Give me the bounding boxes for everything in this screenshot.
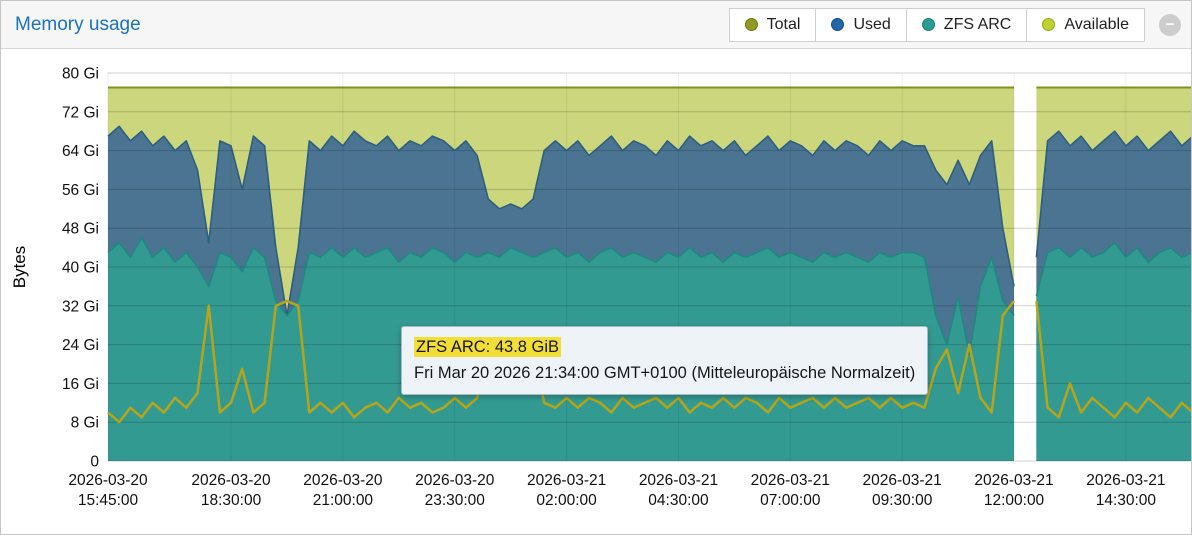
legend-item-available[interactable]: Available: [1026, 7, 1145, 42]
y-axis-tick-label: 40 Gi: [62, 260, 99, 277]
tooltip-series-value: ZFS ARC: 43.8 GiB: [414, 337, 562, 357]
legend-dot-used: [831, 18, 845, 31]
series-lines: [107, 86, 1191, 424]
legend-item-zfs-arc[interactable]: ZFS ARC: [905, 7, 1028, 42]
series-available-line: [1035, 300, 1191, 419]
collapse-panel-button[interactable]: −: [1159, 13, 1181, 36]
y-axis-tick-label: 16 Gi: [62, 376, 99, 393]
series-zfs-arc-line: [1035, 242, 1191, 297]
panel-header: Memory usage Total Used ZFS ARC Available −: [1, 1, 1191, 49]
legend-item-used[interactable]: Used: [815, 7, 907, 42]
x-axis-tick-label: 2026-03-21 04:30:00: [639, 472, 718, 509]
y-axis-tick-label: 80 Gi: [62, 66, 99, 83]
memory-usage-chart[interactable]: 80 Gi 72 Gi 64 Gi 56 Gi 48 Gi 40 Gi 32 Gi 24 Gi…: [1, 49, 1192, 535]
y-axis-tick-label: 72 Gi: [62, 104, 99, 121]
x-axis-tick-label: 2026-03-21 14:30:00: [1086, 472, 1165, 509]
tooltip-value-line: ZFS ARC: 43.8 GiB: [414, 335, 915, 361]
x-axis-tick-label: 2026-03-21 07:00:00: [751, 472, 830, 509]
y-axis-tick-label: 24 Gi: [62, 337, 99, 354]
y-axis-tick-label: 64 Gi: [62, 143, 99, 160]
y-axis-tick-label: 8 Gi: [71, 415, 99, 432]
chart-area: 80 Gi 72 Gi 64 Gi 56 Gi 48 Gi 40 Gi 32 Gi 24 Gi…: [1, 49, 1192, 535]
y-axis-tick-label: 48 Gi: [62, 221, 99, 238]
y-axis-tick-label: 0: [90, 454, 99, 471]
x-axis-tick-label: 2026-03-21 12:00:00: [974, 472, 1053, 509]
legend-label-available: Available: [1064, 15, 1129, 33]
y-axis-tick-label: 56 Gi: [62, 182, 99, 199]
y-axis-tick-label: 32 Gi: [62, 298, 99, 315]
x-axis-tick-label: 2026-03-21 02:00:00: [527, 472, 606, 509]
x-axis-tick-label: 2026-03-20 23:30:00: [415, 472, 495, 509]
series-zfs-arc-area: [1036, 242, 1191, 461]
legend-label-used: Used: [853, 15, 891, 33]
legend-label-zfs-arc: ZFS ARC: [943, 15, 1012, 33]
legend-dot-total: [744, 18, 758, 31]
legend-item-total[interactable]: Total: [728, 7, 817, 42]
x-axis-tick-label: 2026-03-20 15:45:00: [68, 472, 148, 509]
tooltip-timestamp: Fri Mar 20 2026 21:34:00 GMT+0100 (Mitte…: [414, 363, 916, 382]
legend: Total Used ZFS ARC Available: [728, 7, 1145, 42]
x-axis-tick-label: 2026-03-21 09:30:00: [863, 472, 942, 509]
series-zfs-arc-line: [107, 237, 1015, 356]
series-used-line: [1035, 130, 1191, 258]
axis-labels: 80 Gi 72 Gi 64 Gi 56 Gi 48 Gi 40 Gi 32 Gi 24 Gi…: [10, 66, 1166, 510]
legend-label-total: Total: [766, 15, 801, 33]
series-used-line: [107, 125, 1015, 317]
legend-dot-available: [1042, 18, 1056, 31]
panel-title: Memory usage: [15, 13, 141, 35]
chart-tooltip: ZFS ARC: 43.8 GiB Fri Mar 20 2026 21:34:…: [401, 326, 929, 396]
legend-dot-zfs-arc: [921, 18, 935, 31]
x-axis-tick-label: 2026-03-20 21:00:00: [303, 472, 383, 509]
y-axis-title: Bytes: [10, 246, 29, 289]
header-right: Total Used ZFS ARC Available −: [728, 7, 1181, 42]
x-axis-tick-label: 2026-03-20 18:30:00: [191, 472, 271, 509]
series-available-line: [107, 299, 1015, 424]
gridlines: [107, 72, 1191, 462]
series-fills: [108, 87, 1191, 462]
